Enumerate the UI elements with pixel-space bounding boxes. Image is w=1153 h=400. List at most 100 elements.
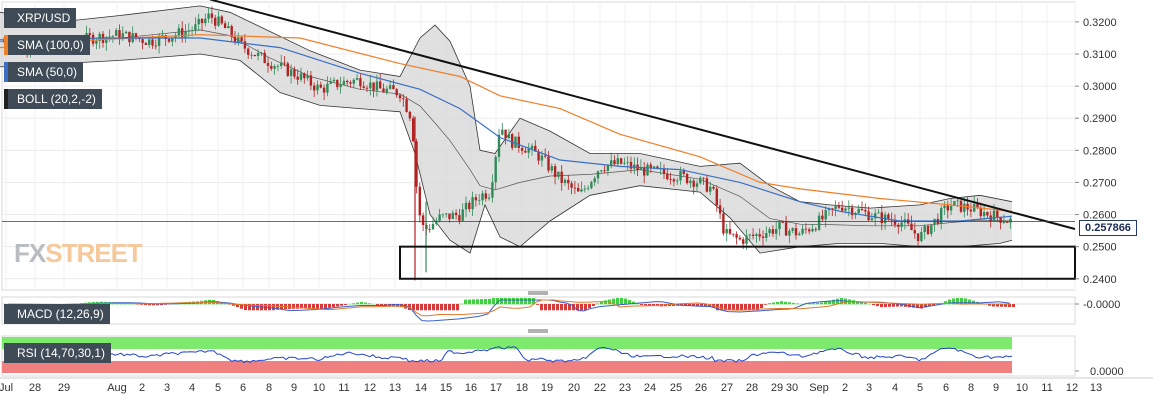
candle-body xyxy=(200,18,204,24)
candle-body xyxy=(775,228,778,234)
macd-histogram-bar xyxy=(272,304,275,311)
candle-body xyxy=(507,134,511,139)
candle-body xyxy=(709,186,712,192)
macd-histogram-bar xyxy=(768,303,771,305)
candle-body xyxy=(520,147,524,151)
macd-histogram-bar xyxy=(492,298,495,305)
candle-body xyxy=(580,189,583,192)
rsi-overbought-zone xyxy=(2,337,1012,349)
candle-body xyxy=(550,166,553,171)
x-tick-label: 9 xyxy=(291,382,297,394)
macd-histogram-bar xyxy=(948,299,951,305)
candle-body xyxy=(537,151,540,161)
candle-body xyxy=(339,84,342,88)
x-tick-label: Sep xyxy=(809,382,829,394)
candle-body xyxy=(920,232,923,241)
candle-body xyxy=(824,210,827,220)
macd-histogram-bar xyxy=(564,304,567,311)
fxstreet-watermark: FXSTREET xyxy=(14,238,143,268)
macd-histogram-bar xyxy=(992,304,995,307)
candle-body xyxy=(745,235,748,244)
macd-histogram-bar xyxy=(752,304,755,311)
candle-body xyxy=(322,87,326,93)
candle-body xyxy=(458,215,461,221)
candle-body xyxy=(969,209,973,212)
candle-body xyxy=(355,78,359,80)
macd-histogram-bar xyxy=(748,304,751,311)
sma50-line xyxy=(0,37,1013,222)
candle-body xyxy=(379,81,382,89)
bollinger-middle xyxy=(0,29,1013,227)
candle-body xyxy=(412,118,415,142)
macd-histogram-bar xyxy=(532,298,535,305)
macd-histogram-bar xyxy=(452,304,455,311)
candle-body xyxy=(362,86,365,88)
x-tick-label: 29 xyxy=(771,382,783,394)
candle-body xyxy=(494,156,497,183)
candle-body xyxy=(454,212,458,216)
macd-histogram-bar xyxy=(836,298,839,305)
x-tick-label: 25 xyxy=(670,382,682,394)
candle-body xyxy=(979,207,982,217)
candle-body xyxy=(468,202,471,210)
macd-histogram-bar xyxy=(468,299,471,305)
candle-body xyxy=(666,173,669,180)
candle-body xyxy=(405,99,408,112)
candle-body xyxy=(771,229,775,234)
macd-histogram-bar xyxy=(776,301,779,305)
macd-histogram-bar xyxy=(336,304,339,307)
macd-histogram-bar xyxy=(528,298,531,305)
x-tick-label: 8 xyxy=(968,382,974,394)
candle-body xyxy=(547,156,550,171)
candle-body xyxy=(738,237,742,240)
candle-body xyxy=(626,161,629,163)
candle-body xyxy=(553,166,557,177)
rsi-pane: 0.0000 xyxy=(1,335,1124,378)
candle-body xyxy=(415,141,418,187)
candle-body xyxy=(573,187,577,189)
macd-histogram-bar xyxy=(556,304,559,311)
candle-body xyxy=(834,206,837,209)
macd-histogram-bar xyxy=(428,304,431,311)
candle-body xyxy=(372,82,375,91)
macd-histogram-bar xyxy=(856,301,859,305)
candle-body xyxy=(563,179,567,183)
macd-histogram-bar xyxy=(300,304,303,309)
macd-histogram-bar xyxy=(764,304,767,305)
macd-histogram-bar xyxy=(696,304,699,307)
candle-body xyxy=(841,207,844,211)
macd-histogram-bar xyxy=(876,304,879,307)
macd-signal-line xyxy=(8,299,1011,317)
candle-body xyxy=(260,52,263,54)
candle-body xyxy=(949,206,953,211)
candle-body xyxy=(646,164,649,176)
macd-histogram-bar xyxy=(860,301,863,305)
support-box xyxy=(399,245,1076,280)
candle-body xyxy=(293,69,296,77)
candle-body xyxy=(765,233,768,238)
macd-histogram-bar xyxy=(880,304,883,308)
bollinger-upper xyxy=(0,5,1013,209)
macd-histogram-bar xyxy=(640,304,643,305)
candle-body xyxy=(286,63,289,76)
candle-body xyxy=(128,31,131,43)
candle-body xyxy=(794,228,798,236)
candle-body xyxy=(484,193,487,199)
candle-body xyxy=(933,218,936,225)
rsi-line xyxy=(3,346,1013,364)
candle-body xyxy=(583,188,586,190)
candle-body xyxy=(1002,222,1006,223)
candle-body xyxy=(210,13,214,18)
macd-histogram-bar xyxy=(328,304,331,308)
macd-histogram-bar xyxy=(720,304,723,311)
candle-body xyxy=(296,76,299,80)
macd-histogram-bar xyxy=(932,304,935,306)
macd-histogram-bar xyxy=(592,304,595,306)
price-axis: 0.3200 0.3100 0.3000 0.2900 0.2800 0.2700 0.26… xyxy=(1075,17,1117,286)
candle-body xyxy=(590,182,593,189)
candle-body xyxy=(501,129,504,135)
descending-trendline xyxy=(209,0,1076,230)
candle-body xyxy=(250,54,253,56)
macd-histogram-bar xyxy=(644,304,647,306)
